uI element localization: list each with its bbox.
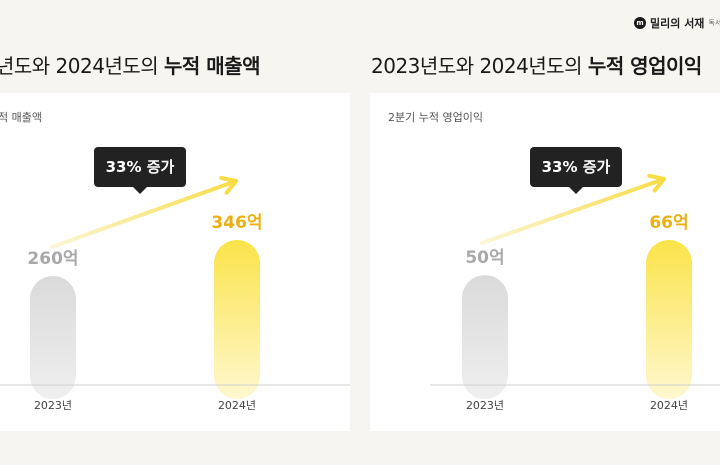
brand-sub: 독서 bbox=[708, 19, 720, 27]
panel-title-operating-profit-bold: 누적 영업이익 bbox=[587, 54, 702, 78]
panel-title-operating-profit-prefix: 2023년도와 2024년도의 bbox=[371, 54, 588, 78]
bar-operating-profit-2024년 bbox=[646, 240, 692, 399]
value-label-revenue-2024년: 346억 bbox=[211, 213, 262, 233]
bar-revenue-2024년 bbox=[214, 240, 260, 399]
category-label-operating-profit-2024년: 2024년 bbox=[650, 399, 688, 412]
trend-arrow-revenue bbox=[50, 175, 238, 249]
brand-name: 밀리의 서재 bbox=[650, 17, 705, 30]
value-label-revenue-2023년: 260억 bbox=[27, 249, 78, 269]
chart-subtitle-operating-profit: 2분기 누적 영업이익 bbox=[388, 111, 483, 124]
panel-title-revenue: 년도와 2024년도의 누적 매출액 bbox=[0, 50, 260, 79]
trend-arrow-operating-profit bbox=[480, 173, 666, 245]
panel-title-operating-profit: 2023년도와 2024년도의 누적 영업이익 bbox=[371, 50, 702, 79]
increase-badge-revenue: 33% 증가 bbox=[94, 147, 186, 194]
category-label-revenue-2024년: 2024년 bbox=[218, 399, 256, 412]
value-label-operating-profit-2024년: 66억 bbox=[649, 213, 688, 233]
increase-badge-operating-profit: 33% 증가 bbox=[530, 147, 622, 194]
category-label-operating-profit-2023년: 2023년 bbox=[466, 399, 504, 412]
chart-subtitle-revenue: 적 매출액 bbox=[0, 111, 42, 124]
chart-card-revenue: 적 매출액 33% 증가 260억 2023년 346억 2024년 bbox=[0, 93, 350, 431]
bar-operating-profit-2023년 bbox=[462, 275, 508, 399]
bar-chart-revenue: 260억 2023년 346억 2024년 bbox=[0, 175, 350, 412]
bar-chart-operating-profit: 50억 2023년 66억 2024년 bbox=[430, 173, 720, 412]
chart-card-operating-profit: 2분기 누적 영업이익 33% 증가 50억 2023년 66억 2024년 bbox=[370, 93, 720, 431]
brand: m 밀리의 서재 독서 bbox=[634, 15, 720, 31]
bar-revenue-2023년 bbox=[30, 276, 76, 399]
category-label-revenue-2023년: 2023년 bbox=[34, 399, 72, 412]
panel-title-revenue-bold: 누적 매출액 bbox=[164, 54, 260, 78]
panel-title-revenue-prefix: 년도와 2024년도의 bbox=[0, 54, 165, 78]
book-logo-icon: m bbox=[634, 17, 646, 29]
value-label-operating-profit-2023년: 50억 bbox=[465, 248, 504, 268]
